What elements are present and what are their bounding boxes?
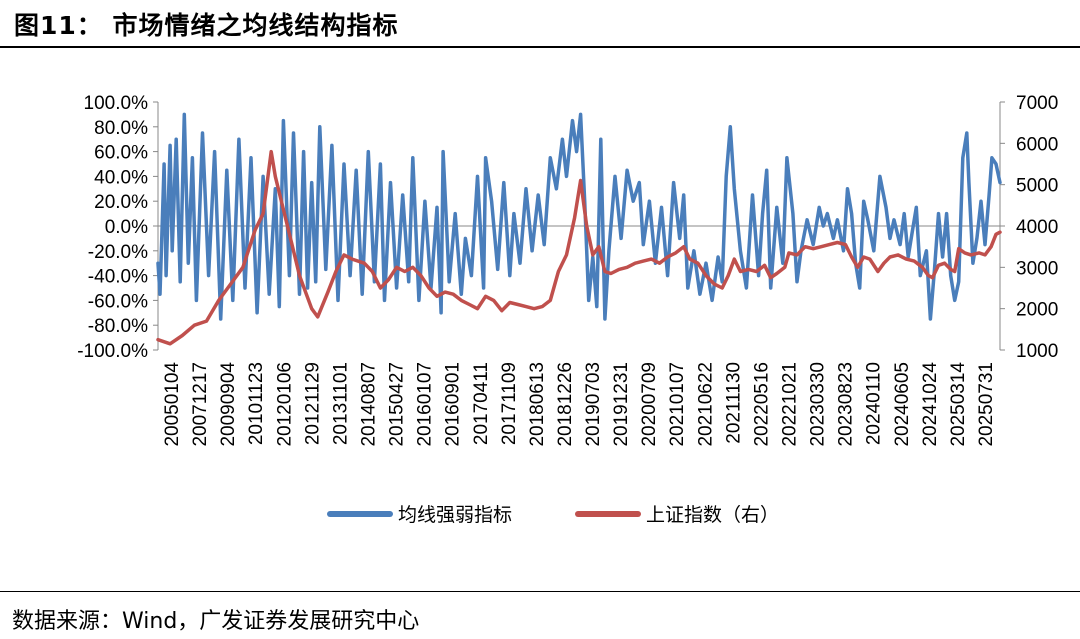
left-tick-label: -80.0% (88, 316, 148, 337)
x-tick-label: 20230330 (808, 362, 829, 447)
title-underline (0, 46, 1080, 48)
x-tick-label: 20171109 (499, 362, 520, 445)
x-tick-label: 20200709 (639, 362, 660, 447)
x-tick-label: 20101123 (246, 362, 267, 445)
right-tick-label: 2000 (1016, 300, 1058, 321)
axes-layer: 100.0% 80.0% 60.0% 40.0% 20.0% 0.0% -20.0% -40.… (77, 93, 1058, 447)
figure-title: 图11： 市场情绪之均线结构指标 (14, 11, 399, 40)
left-tick-label: 0.0% (105, 217, 148, 238)
x-tick-label: 20241024 (920, 362, 941, 447)
x-tick-label: 20131101 (330, 362, 351, 445)
x-tick-label: 20071217 (190, 362, 211, 447)
left-tick-label: -100.0% (77, 341, 148, 362)
left-tick-label: -20.0% (88, 242, 148, 263)
legend: 均线强弱指标 上证指数（右） (327, 504, 779, 526)
x-tick-label: 20180613 (527, 362, 548, 447)
x-tick-label: 20221021 (780, 362, 801, 447)
x-tick-label: 20250731 (976, 362, 997, 447)
series-line-ma-strength (156, 112, 1002, 321)
x-tick-label: 20160107 (415, 362, 436, 447)
series-line-sse-index (156, 149, 1002, 346)
x-tick-label: 20120106 (274, 362, 295, 447)
left-tick-label: 20.0% (94, 192, 148, 213)
right-tick-label: 1000 (1016, 341, 1058, 362)
x-tick-label: 20050104 (162, 362, 183, 447)
x-tick-label: 20210622 (695, 362, 716, 447)
x-tick-label: 20170411 (471, 362, 492, 445)
right-tick-label: 3000 (1016, 258, 1058, 279)
x-tick-label: 20090904 (218, 362, 239, 447)
x-tick-label: 20121129 (302, 362, 323, 445)
series-layer (156, 112, 1002, 346)
left-tick-label: 60.0% (94, 143, 148, 164)
x-tick-label: 20211130 (723, 362, 744, 444)
source-note: 数据来源：Wind，广发证券发展研究中心 (12, 609, 420, 634)
x-tick-label: 20190703 (583, 362, 604, 447)
x-tick-label: 20140807 (359, 362, 380, 447)
x-tick-label: 20240605 (892, 362, 913, 447)
x-tick-label: 20150427 (387, 362, 408, 447)
left-tick-label: 100.0% (84, 93, 149, 114)
right-tick-label: 5000 (1016, 176, 1058, 197)
left-tick-label: -60.0% (88, 291, 148, 312)
legend-label: 均线强弱指标 (398, 504, 512, 526)
legend-label: 上证指数（右） (646, 504, 779, 526)
x-tick-label: 20220516 (751, 362, 772, 447)
x-tick-label: 20250314 (948, 362, 969, 447)
x-tick-label: 20181226 (555, 362, 576, 447)
x-tick-label: 20210107 (667, 362, 688, 447)
right-tick-label: 6000 (1016, 134, 1058, 155)
right-tick-label: 7000 (1016, 93, 1058, 114)
x-tick-label: 20191231 (611, 362, 632, 447)
x-tick-label: 20160901 (443, 362, 464, 447)
footer-rule (0, 591, 1080, 592)
x-tick-label: 20240110 (864, 362, 885, 445)
x-tick-label: 20230823 (836, 362, 857, 447)
left-tick-label: 40.0% (94, 167, 148, 188)
left-tick-label: 80.0% (94, 118, 148, 139)
left-tick-label: -40.0% (88, 267, 148, 288)
right-tick-label: 4000 (1016, 217, 1058, 238)
